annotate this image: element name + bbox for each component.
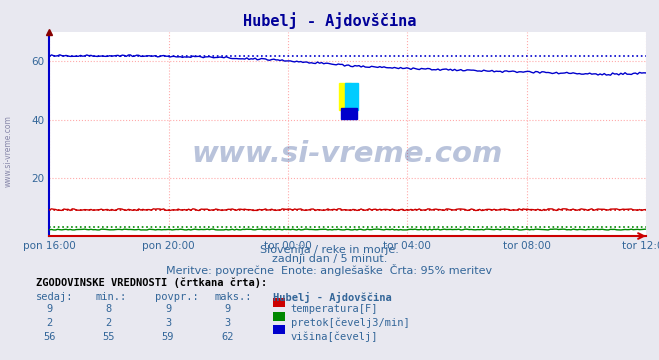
Text: 59: 59 [162,332,174,342]
Text: povpr.:: povpr.: [155,292,198,302]
Text: Meritve: povprečne  Enote: anglešaške  Črta: 95% meritev: Meritve: povprečne Enote: anglešaške Črt… [167,264,492,275]
Text: 9: 9 [224,304,231,314]
Text: min.:: min.: [96,292,127,302]
Text: 55: 55 [103,332,115,342]
Bar [341,108,357,119]
Text: 56: 56 [43,332,55,342]
Bar [345,83,358,110]
Bar [339,83,351,110]
Text: Slovenija / reke in morje.: Slovenija / reke in morje. [260,245,399,255]
Text: 9: 9 [165,304,171,314]
Text: www.si-vreme.com: www.si-vreme.com [192,140,503,168]
Text: www.si-vreme.com: www.si-vreme.com [3,115,13,187]
Text: 3: 3 [165,318,171,328]
Text: pretok[čevelj3/min]: pretok[čevelj3/min] [291,318,409,328]
Text: višina[čevelj]: višina[čevelj] [291,332,378,342]
Text: 3: 3 [224,318,231,328]
Text: 62: 62 [221,332,233,342]
Text: Hubelj - Ajdovščina: Hubelj - Ajdovščina [273,292,392,303]
Text: 8: 8 [105,304,112,314]
Text: temperatura[F]: temperatura[F] [291,304,378,314]
Text: sedaj:: sedaj: [36,292,74,302]
Text: 9: 9 [46,304,53,314]
Text: maks.:: maks.: [214,292,252,302]
Text: 2: 2 [105,318,112,328]
Text: zadnji dan / 5 minut.: zadnji dan / 5 minut. [272,254,387,264]
Text: ZGODOVINSKE VREDNOSTI (črtkana črta):: ZGODOVINSKE VREDNOSTI (črtkana črta): [36,277,268,288]
Text: 2: 2 [46,318,53,328]
Text: Hubelj - Ajdovščina: Hubelj - Ajdovščina [243,13,416,30]
